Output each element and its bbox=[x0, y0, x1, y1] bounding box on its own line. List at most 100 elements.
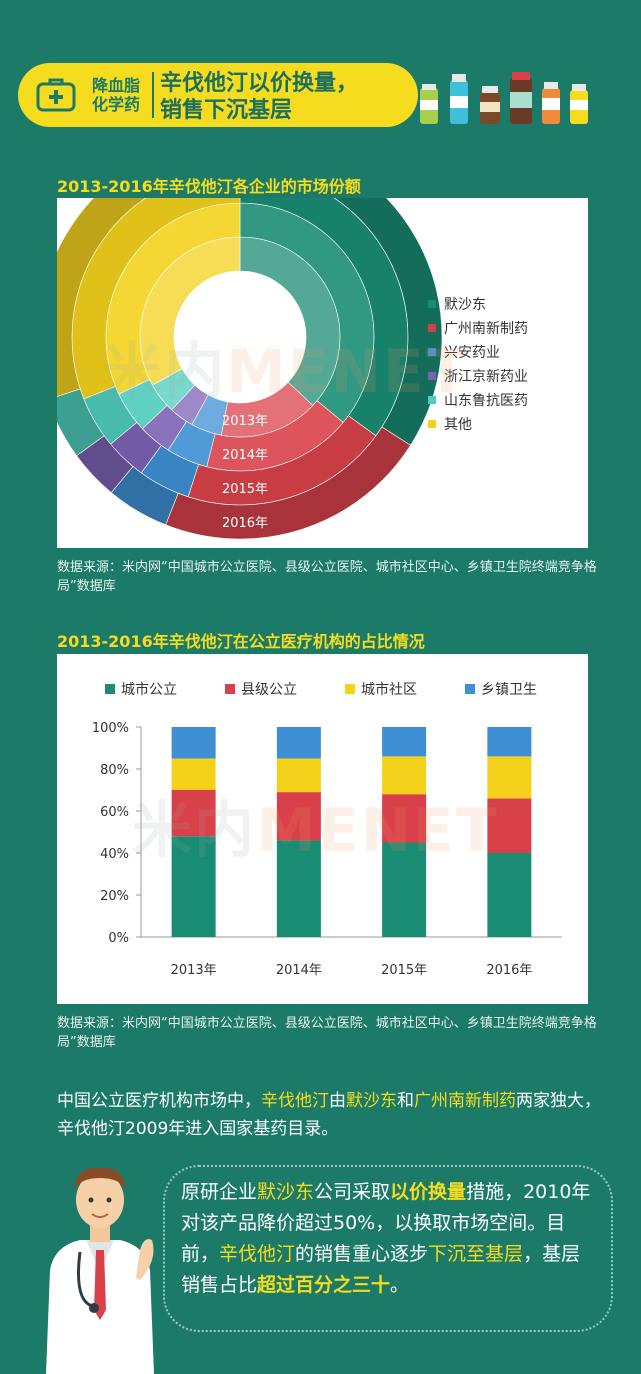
text: 公司采取 bbox=[314, 1181, 391, 1203]
x-tick-label: 2016年 bbox=[486, 963, 532, 978]
legend-label: 浙江京新药业 bbox=[444, 369, 528, 385]
y-tick-label: 100% bbox=[92, 721, 129, 736]
legend-item: 浙江京新药业 bbox=[428, 364, 528, 388]
page-title-line2: 销售下沉基层 bbox=[160, 98, 293, 123]
legend-swatch bbox=[428, 348, 436, 356]
ring-label: 2015年 bbox=[222, 482, 268, 497]
text: 原研企业 bbox=[181, 1181, 258, 1203]
bar-segment bbox=[487, 727, 532, 757]
bar-segment bbox=[382, 756, 427, 795]
ring-label: 2013年 bbox=[222, 414, 268, 429]
x-tick-label: 2013年 bbox=[171, 963, 217, 978]
highlight-share: 超过百分之三十 bbox=[257, 1274, 391, 1296]
bar-segment bbox=[171, 758, 216, 790]
legend-swatch bbox=[428, 300, 436, 308]
bar-segment bbox=[171, 727, 216, 759]
legend-label: 乡镇卫生 bbox=[481, 682, 537, 698]
highlight-strategy: 以价换量 bbox=[390, 1181, 467, 1203]
highlight-drug: 辛伐他汀 bbox=[261, 1091, 329, 1111]
legend-swatch bbox=[345, 684, 355, 694]
bar-segment bbox=[487, 798, 532, 853]
y-tick-label: 60% bbox=[100, 805, 129, 820]
header-divider bbox=[152, 72, 154, 118]
legend-label: 兴安药业 bbox=[444, 345, 500, 361]
page-title: 辛伐他汀以价换量， 销售下沉基层 bbox=[160, 70, 358, 124]
x-tick-label: 2014年 bbox=[276, 963, 322, 978]
text: 。 bbox=[390, 1274, 410, 1296]
y-tick-label: 40% bbox=[100, 847, 129, 862]
bar-segment bbox=[487, 853, 532, 937]
ring-label: 2014年 bbox=[222, 448, 268, 463]
highlight-drug: 辛伐他汀 bbox=[219, 1243, 296, 1265]
text: ，基层销售占比 bbox=[181, 1243, 581, 1296]
x-tick-label: 2015年 bbox=[381, 963, 427, 978]
bar-segment bbox=[382, 727, 427, 757]
bar-legend: 城市公立 县级公立 城市社区 乡镇卫生 bbox=[105, 679, 585, 699]
speech-bubble-text: 原研企业默沙东公司采取以价换量措施，2010年对该产品降价超过50%，以换取市场… bbox=[181, 1177, 596, 1301]
legend-item: 默沙东 bbox=[428, 292, 528, 316]
doctor-illustration bbox=[46, 1167, 154, 1374]
legend-item: 广州南新制药 bbox=[428, 316, 528, 340]
ring-label: 2016年 bbox=[222, 516, 268, 531]
text: 由 bbox=[329, 1091, 346, 1111]
bar-segment bbox=[487, 756, 532, 799]
legend-swatch bbox=[225, 684, 235, 694]
legend-swatch bbox=[105, 684, 115, 694]
chart2-source: 数据来源：米内网“中国城市公立医院、县级公立医院、城市社区中心、乡镇卫生院终端竞… bbox=[57, 1016, 597, 1050]
bar-segment bbox=[276, 758, 321, 793]
bar-chart-panel: 0% 20% 40% 60% 80% 100% 2013年 2014年 2015年 2016年 bbox=[57, 654, 588, 1004]
legend-swatch bbox=[428, 420, 436, 428]
bar-segment bbox=[382, 794, 427, 843]
category-label: 降血脂 化学药 bbox=[86, 76, 146, 114]
legend-swatch bbox=[428, 372, 436, 380]
speech-bubble bbox=[163, 1165, 613, 1332]
donut-legend: 默沙东广州南新制药 兴安药业浙江京新药业 山东鲁抗医药 其他 bbox=[428, 292, 528, 436]
summary-paragraph: 中国公立医疗机构市场中，辛伐他汀由默沙东和广州南新制药两家独大，辛伐他汀2009… bbox=[57, 1087, 607, 1143]
y-tick-label: 80% bbox=[100, 763, 129, 778]
donut-chart-panel: 2013年 2014年 2015年 2016年 bbox=[37, 134, 588, 548]
legend-item: 县级公立 bbox=[225, 679, 297, 699]
legend-label: 广州南新制药 bbox=[444, 321, 528, 337]
legend-swatch bbox=[465, 684, 475, 694]
bar-segment bbox=[171, 836, 216, 937]
legend-label: 城市公立 bbox=[121, 682, 177, 698]
y-tick-label: 20% bbox=[100, 889, 129, 904]
legend-label: 山东鲁抗医药 bbox=[444, 393, 528, 409]
bar-segment bbox=[382, 842, 427, 937]
donut-chart: 2013年 2014年 2015年 2016年 bbox=[37, 134, 443, 540]
legend-item: 城市社区 bbox=[345, 679, 417, 699]
bar-segment bbox=[276, 840, 321, 937]
bar-segment bbox=[171, 790, 216, 837]
highlight-company: 默沙东 bbox=[346, 1091, 397, 1111]
chart1-source: 数据来源：米内网“中国城市公立医院、县级公立医院、城市社区中心、乡镇卫生院终端竞… bbox=[57, 560, 597, 594]
legend-item: 兴安药业 bbox=[428, 340, 528, 364]
medicine-bottles-icon bbox=[420, 72, 588, 124]
legend-label: 其他 bbox=[444, 417, 472, 433]
header-banner bbox=[18, 63, 418, 127]
legend-swatch bbox=[428, 324, 436, 332]
bar-segment bbox=[276, 727, 321, 759]
category-line2: 化学药 bbox=[91, 95, 140, 114]
legend-label: 城市社区 bbox=[361, 682, 417, 698]
chart1-title: 2013-2016年辛伐他汀各企业的市场份额 bbox=[57, 177, 361, 196]
highlight-trend: 下沉至基层 bbox=[428, 1243, 524, 1265]
legend-item: 乡镇卫生 bbox=[465, 679, 537, 699]
text: 措施，2010年对该产品降价超过50%，以换取市场空间。目前， bbox=[181, 1181, 591, 1265]
y-tick-label: 0% bbox=[108, 931, 129, 946]
legend-item: 城市公立 bbox=[105, 679, 177, 699]
bar-segment bbox=[276, 792, 321, 841]
text: 的销售重心逐步 bbox=[295, 1243, 429, 1265]
text: 和 bbox=[397, 1091, 414, 1111]
legend-swatch bbox=[428, 396, 436, 404]
text: 中国公立医疗机构市场中， bbox=[57, 1091, 261, 1111]
chart2-title: 2013-2016年辛伐他汀在公立医疗机构的占比情况 bbox=[57, 632, 425, 651]
legend-label: 默沙东 bbox=[444, 297, 486, 313]
medical-kit-icon bbox=[36, 78, 76, 112]
highlight-company: 广州南新制药 bbox=[414, 1091, 516, 1111]
legend-item: 其他 bbox=[428, 412, 528, 436]
legend-label: 县级公立 bbox=[241, 682, 297, 698]
category-line1: 降血脂 bbox=[91, 76, 140, 95]
stacked-bar-chart: 0% 20% 40% 60% 80% 100% 2013年 2014年 2015年 2016年 bbox=[92, 721, 562, 978]
text: 两家独大，辛伐他汀2009年进入国家基药目录。 bbox=[57, 1091, 601, 1139]
page-title-line1: 辛伐他汀以价换量， bbox=[160, 71, 359, 96]
